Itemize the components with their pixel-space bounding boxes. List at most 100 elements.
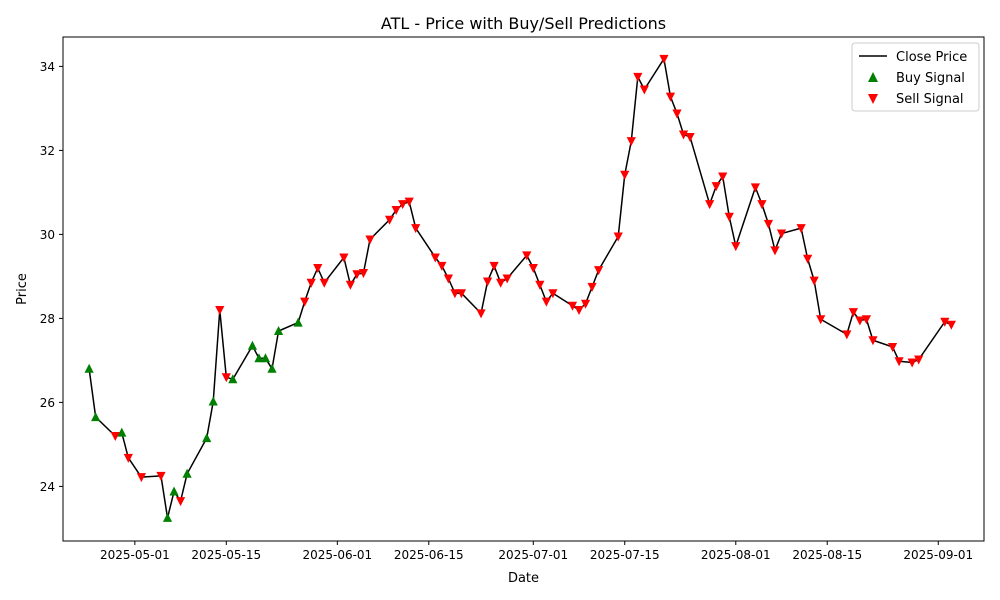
x-axis-label: Date bbox=[508, 571, 539, 586]
sell-signal-marker bbox=[535, 280, 545, 290]
x-tick-label: 2025-06-15 bbox=[394, 548, 464, 562]
sell-signal-marker bbox=[639, 85, 649, 95]
sell-signal-marker bbox=[940, 317, 950, 327]
sell-signal-marker bbox=[816, 315, 826, 325]
sell-signal-marker bbox=[528, 264, 538, 273]
sell-signal-marker bbox=[711, 182, 721, 192]
y-tick-label: 24 bbox=[40, 480, 55, 494]
sell-signal-marker bbox=[803, 254, 813, 264]
y-axis: 24 26 28 30 32 34 bbox=[40, 60, 63, 494]
y-tick-label: 32 bbox=[40, 144, 55, 158]
sell-signal-marker bbox=[567, 301, 578, 311]
sell-signal-marker bbox=[456, 289, 467, 299]
sell-signal-marker bbox=[502, 274, 512, 284]
legend-buy-signal-label: Buy Signal bbox=[896, 71, 965, 86]
sell-signal-marker bbox=[437, 261, 447, 271]
sell-signal-marker bbox=[574, 306, 584, 315]
buy-signal-marker bbox=[260, 353, 271, 363]
buy-signal-marker bbox=[117, 427, 127, 437]
sell-signal-marker bbox=[345, 280, 356, 290]
sell-signal-marker bbox=[443, 274, 453, 284]
sell-signal-marker bbox=[215, 306, 225, 315]
sell-signal-marker bbox=[411, 224, 421, 234]
legend-sell-signal-label: Sell Signal bbox=[896, 92, 964, 107]
chart-title: ATL - Price with Buy/Sell Predictions bbox=[381, 14, 666, 33]
sell-signal-marker bbox=[776, 229, 787, 239]
sell-signal-marker bbox=[476, 309, 486, 319]
sell-signal-marker bbox=[620, 170, 630, 180]
y-axis-label: Price bbox=[15, 273, 30, 305]
sell-signal-marker bbox=[391, 206, 401, 216]
sell-signal-marker bbox=[300, 297, 310, 307]
buy-signal-marker bbox=[247, 340, 258, 350]
sell-signal-marker bbox=[482, 277, 493, 287]
x-tick-label: 2025-06-01 bbox=[302, 548, 372, 562]
x-tick-label: 2025-09-01 bbox=[903, 548, 973, 562]
sell-signal-marker bbox=[855, 316, 865, 326]
x-tick-label: 2025-08-01 bbox=[701, 548, 771, 562]
sell-signal-marker bbox=[156, 471, 166, 481]
sell-signal-marker bbox=[541, 297, 551, 307]
sell-signal-marker bbox=[430, 253, 440, 263]
sell-signal-marker bbox=[306, 278, 316, 288]
x-tick-label: 2025-07-01 bbox=[498, 548, 568, 562]
legend-box bbox=[851, 42, 980, 112]
axes-frame bbox=[62, 36, 985, 542]
buy-signal-marker bbox=[84, 363, 94, 373]
sell-signal-marker bbox=[613, 232, 623, 242]
sell-signal-marker bbox=[750, 183, 760, 193]
y-tick-label: 26 bbox=[40, 396, 55, 410]
sell-signal-marker bbox=[842, 330, 852, 340]
x-tick-label: 2025-08-15 bbox=[792, 548, 862, 562]
sell-signal-marker bbox=[352, 270, 362, 280]
sell-signal-marker bbox=[724, 212, 734, 222]
legend-buy-signal-swatch bbox=[868, 72, 878, 82]
chart-marks bbox=[84, 54, 956, 522]
sell-signal-marker bbox=[946, 320, 956, 330]
buy-signal-marker bbox=[208, 396, 218, 406]
sell-signal-marker bbox=[548, 289, 558, 299]
x-axis: 2025-05-01 2025-05-15 2025-06-01 2025-06-15… bbox=[100, 541, 973, 562]
buy-signal-marker bbox=[228, 374, 238, 384]
sell-signal-marker bbox=[731, 242, 741, 252]
sell-signal-marker bbox=[175, 497, 186, 507]
sell-signal-marker bbox=[522, 251, 532, 261]
sell-signal-marker bbox=[678, 130, 689, 140]
y-tick-label: 30 bbox=[40, 228, 55, 242]
sell-signal-marker bbox=[796, 224, 806, 234]
sell-signal-marker bbox=[136, 473, 146, 483]
y-tick-label: 34 bbox=[40, 60, 55, 74]
sell-signal-marker bbox=[313, 264, 323, 273]
sell-signal-marker bbox=[123, 453, 133, 463]
sell-signal-marker bbox=[489, 261, 499, 271]
buy-signal-marker bbox=[293, 317, 303, 327]
sell-signal-marker bbox=[685, 132, 695, 142]
sell-signal-marker bbox=[594, 266, 604, 276]
sell-signal-marker bbox=[848, 308, 858, 318]
sell-signal-marker bbox=[398, 200, 408, 210]
sell-signal-marker bbox=[809, 276, 819, 286]
sell-signal-marker bbox=[319, 278, 329, 288]
x-tick-label: 2025-05-15 bbox=[191, 548, 261, 562]
sell-signal-marker bbox=[914, 355, 924, 365]
buy-signal-marker bbox=[91, 412, 101, 422]
sell-signal-marker bbox=[672, 109, 682, 119]
sell-signal-marker bbox=[404, 197, 414, 207]
buy-signal-marker bbox=[202, 433, 212, 443]
sell-signal-marker bbox=[665, 92, 676, 102]
sell-signal-marker bbox=[221, 373, 231, 383]
sell-signal-marker bbox=[365, 235, 375, 245]
x-tick-label: 2025-07-15 bbox=[590, 548, 660, 562]
sell-signal-marker bbox=[587, 282, 597, 292]
sell-signal-marker bbox=[757, 200, 767, 210]
sell-signal-marker bbox=[496, 278, 506, 288]
sell-signal-marker bbox=[887, 342, 898, 352]
legend-sell-signal-swatch bbox=[868, 94, 878, 104]
sell-signal-marker bbox=[718, 172, 728, 182]
sell-signal-marker bbox=[110, 432, 120, 441]
sell-signal-marker bbox=[450, 289, 460, 299]
buy-signal-marker bbox=[169, 486, 179, 496]
sell-signal-marker bbox=[868, 336, 878, 346]
